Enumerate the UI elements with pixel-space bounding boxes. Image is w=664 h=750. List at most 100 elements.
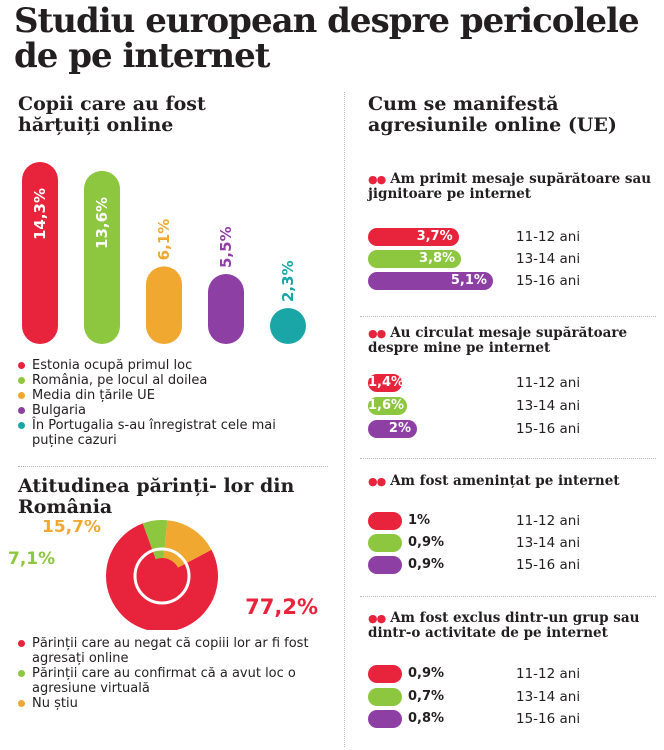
bar-label: 0,9%	[408, 535, 445, 550]
bullet-icon: ●●	[368, 173, 386, 186]
bar	[368, 665, 402, 683]
legend-item: Estonia ocupă primul loc	[18, 358, 318, 373]
group-title: ●● Au circulat mesaje supărătoare despre …	[368, 326, 658, 355]
bar-label: 6,1%	[155, 219, 173, 261]
group-divider	[360, 316, 656, 317]
legend-label: Părinții care au negat că copiii lor ar …	[32, 636, 309, 666]
bar	[368, 272, 493, 290]
age-label: 11-12 ani	[516, 666, 581, 682]
group-divider	[360, 596, 656, 597]
bar	[208, 274, 244, 344]
main-title: Studiu european despre pericolele de pe …	[14, 1, 640, 76]
bar	[368, 420, 417, 438]
harassment-chart-title: Copii care au fost hărțuiți online	[18, 93, 206, 136]
legend-dot	[18, 640, 25, 647]
bar-label: 3,7%	[416, 229, 453, 244]
bar	[368, 534, 402, 552]
bullet-icon: ●●	[368, 327, 386, 340]
bar-row: 1,4% 11-12 ani	[368, 374, 648, 392]
bar-row: 5,1% 15-16 ani	[368, 272, 648, 290]
bar-row: 1,6% 13-14 ani	[368, 397, 648, 415]
bar	[368, 397, 408, 415]
bar-label: 1,4%	[368, 375, 405, 390]
legend-dot	[18, 700, 25, 707]
bar-row: 0,9% 13-14 ani	[368, 534, 648, 552]
bar-label: 5,5%	[217, 226, 235, 268]
bar-row: 0,9% 15-16 ani	[368, 556, 648, 574]
legend-item: Nu știu	[18, 696, 318, 711]
legend-dot	[18, 422, 25, 429]
parents-donut-chart: 77,2% 7,1% 15,7%	[8, 520, 318, 630]
bar-row: 3,7% 11-12 ani	[368, 228, 648, 246]
bar-label: 0,8%	[408, 711, 445, 726]
harassment-legend: Estonia ocupă primul loc România, pe locu…	[18, 358, 318, 448]
age-label: 15-16 ani	[516, 421, 581, 437]
bar	[368, 228, 459, 246]
legend-item: Părinții care au negat că copiii lor ar …	[18, 636, 318, 666]
legend-item: România, pe locul al doilea	[18, 373, 318, 388]
legend-item: În Portugalia s-au înregistrat cele mai …	[18, 418, 318, 448]
age-label: 13-14 ani	[516, 251, 581, 267]
bar	[368, 710, 402, 728]
donut-ring	[133, 547, 191, 605]
section-divider	[18, 466, 328, 467]
bullet-icon: ●●	[368, 612, 386, 625]
legend-label: Estonia ocupă primul loc	[32, 358, 193, 373]
bar	[146, 266, 182, 344]
group-title: ●● Am fost amenințat pe internet	[368, 474, 658, 489]
group-title-text: Am fost amenințat pe internet	[390, 473, 620, 489]
legend-label: Media din țările UE	[32, 388, 155, 403]
bar-label: 14,3%	[31, 188, 49, 240]
group-title-text: Au circulat mesaje supărătoare despre mi…	[368, 325, 628, 356]
group-title: ●● Am primit mesaje supărătoare sau jigni…	[368, 172, 658, 201]
bar	[368, 688, 402, 706]
bar-row: 0,7% 13-14 ani	[368, 688, 648, 706]
harassment-bar-chart: 14,3% 13,6% 6,1% 5,5% 2,3%	[22, 162, 306, 344]
bar	[368, 250, 462, 268]
bar-row: 2% 15-16 ani	[368, 420, 648, 438]
parents-legend: Părinții care au negat că copiii lor ar …	[18, 636, 318, 711]
legend-dot	[18, 377, 25, 384]
age-label: 11-12 ani	[516, 375, 581, 391]
bar-label: 0,9%	[408, 557, 445, 572]
bar	[368, 374, 403, 392]
age-label: 13-14 ani	[516, 689, 581, 705]
bar-row: 3,8% 13-14 ani	[368, 250, 648, 268]
bar	[368, 556, 402, 574]
bar-label: 2,3%	[279, 260, 297, 302]
bar-label: 1%	[408, 513, 431, 528]
age-label: 11-12 ani	[516, 513, 581, 529]
group-title-text: Am fost exclus dintr-un grup sau dintr-o…	[368, 610, 640, 641]
age-label: 13-14 ani	[516, 535, 581, 551]
bar	[270, 308, 306, 344]
bar-label: 2%	[388, 421, 411, 436]
legend-dot	[18, 392, 25, 399]
legend-item: Media din țările UE	[18, 388, 318, 403]
age-label: 15-16 ani	[516, 273, 581, 289]
group-divider	[360, 458, 656, 459]
legend-dot	[18, 670, 25, 677]
column-divider	[344, 92, 345, 747]
bar	[368, 512, 402, 530]
bar-row: 0,9% 11-12 ani	[368, 665, 648, 683]
legend-label: În Portugalia s-au înregistrat cele mai …	[32, 418, 276, 448]
legend-dot	[18, 362, 25, 369]
bar	[84, 170, 120, 344]
age-label: 13-14 ani	[516, 398, 581, 414]
legend-label: Părinții care au confirmat că a avut loc…	[32, 666, 296, 696]
bar-row: 0,8% 15-16 ani	[368, 710, 648, 728]
pie-slice	[162, 520, 212, 576]
group-title: ●● Am fost exclus dintr-un grup sau dintr…	[368, 611, 658, 640]
legend-item: Bulgaria	[18, 403, 318, 418]
bar-label: 0,7%	[408, 689, 445, 704]
pie-label: 7,1%	[8, 549, 55, 569]
bullet-icon: ●●	[368, 475, 386, 488]
legend-label: România, pe locul al doilea	[32, 373, 208, 388]
parents-chart-title: Atitudinea părinți- lor din România	[18, 475, 295, 518]
legend-item: Părinții care au confirmat că a avut loc…	[18, 666, 318, 696]
bar	[22, 162, 58, 344]
age-label: 15-16 ani	[516, 711, 581, 727]
aggression-chart-title: Cum se manifestă agresiunile online (UE)	[368, 93, 617, 136]
bar-row: 1% 11-12 ani	[368, 512, 648, 530]
legend-label: Bulgaria	[32, 403, 86, 418]
